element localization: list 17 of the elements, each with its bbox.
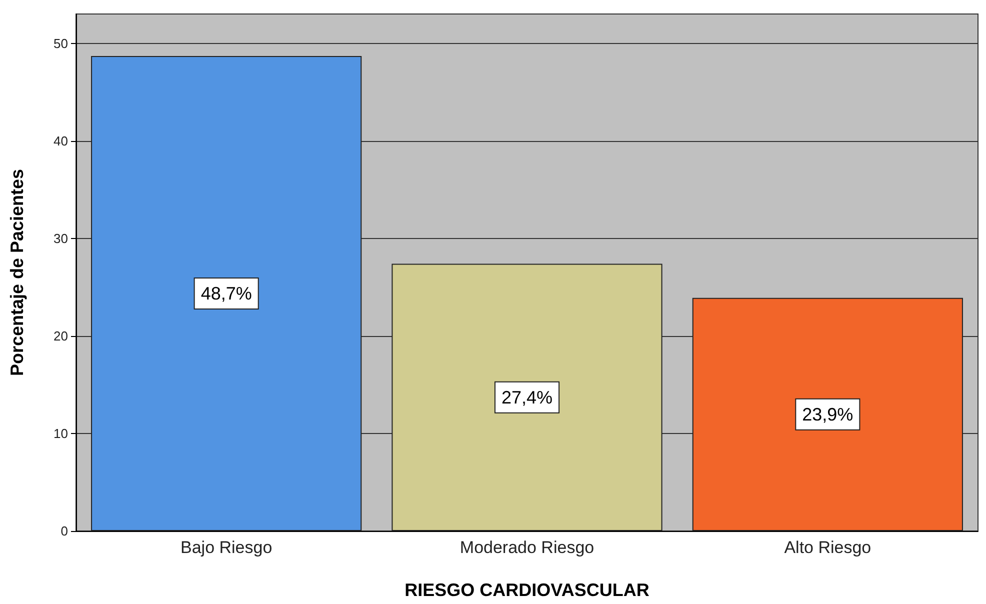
x-tick-label: Alto Riesgo: [784, 538, 872, 557]
x-tick-label: Bajo Riesgo: [180, 538, 272, 557]
y-tick-label: 0: [60, 524, 68, 538]
data-label: 27,4%: [501, 387, 553, 408]
bar: [692, 298, 963, 531]
x-tick-label: Moderado Riesgo: [460, 538, 594, 557]
y-tick-label: 10: [54, 426, 68, 441]
y-tick-label: 40: [54, 133, 68, 148]
y-tick-label: 20: [54, 328, 68, 344]
data-label: 23,9%: [802, 404, 854, 424]
y-tick-label: 50: [54, 36, 68, 51]
bar: [91, 56, 362, 531]
data-label: 48,7%: [200, 283, 252, 304]
y-axis-title: Porcentaje de Pacientes: [7, 168, 27, 376]
x-axis-title: RIESGO CARDIOVASCULAR: [404, 580, 650, 600]
y-tick-label: 30: [54, 230, 68, 246]
bar: [392, 264, 662, 531]
